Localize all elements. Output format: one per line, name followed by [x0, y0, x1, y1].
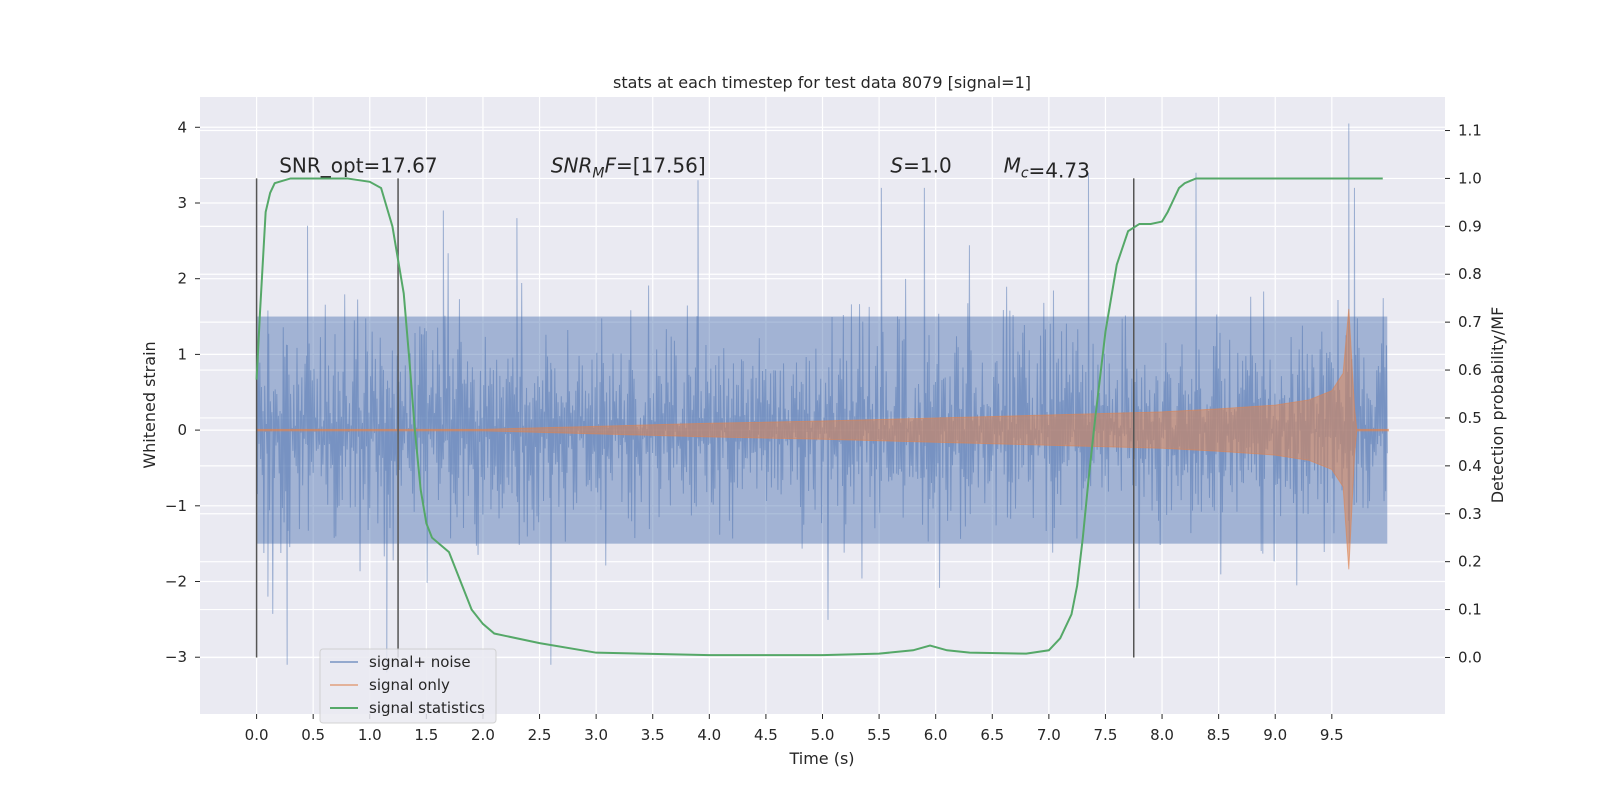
- y-axis-ticks: 4 3 2 1 0 −1 −2 −3: [165, 118, 200, 666]
- y-right-tick-label: 0.5: [1458, 409, 1482, 427]
- x-tick-label: 4.5: [754, 726, 778, 744]
- x-tick-label: 7.0: [1037, 726, 1061, 744]
- x-tick-label: 1.0: [358, 726, 382, 744]
- legend-label-signal-plus-noise: signal+ noise: [369, 653, 471, 671]
- y-tick-label: −1: [165, 497, 187, 515]
- y-right-tick-label: 1.1: [1458, 122, 1482, 140]
- signal-statistics-line: [255, 177, 1383, 657]
- annotation-text: S=1.0: [890, 153, 951, 177]
- x-axis-ticks: 0.0 0.5 1.0 1.5 2.0 2.5 3.0 3.5 4.0 4.5 5.0 5.5 6.0 6…: [245, 714, 1344, 744]
- x-tick-label: 5.5: [867, 726, 891, 744]
- x-tick-label: 4.0: [697, 726, 721, 744]
- annotations: SNR_opt=17.67 SNRMF=[17.56] S=1.0 Mc=4.73: [279, 153, 1090, 182]
- x-tick-label: 5.0: [811, 726, 835, 744]
- x-tick-label: 3.0: [584, 726, 608, 744]
- y-tick-label: 1: [177, 345, 187, 363]
- x-tick-label: 6.0: [924, 726, 948, 744]
- y-right-tick-label: 0.3: [1458, 505, 1482, 523]
- annotation-text: SNR_opt=17.67: [279, 153, 437, 177]
- y-tick-label: 2: [177, 270, 187, 288]
- legend-label-signal-only: signal only: [369, 676, 450, 694]
- y-tick-label: 3: [177, 194, 187, 212]
- y-tick-label: 0: [177, 421, 187, 439]
- y-right-tick-label: 1.0: [1458, 169, 1482, 187]
- y-right-tick-label: 0.8: [1458, 265, 1482, 283]
- y-tick-label: −2: [165, 573, 187, 591]
- y-right-tick-label: 0.4: [1458, 457, 1482, 475]
- x-tick-label: 1.5: [414, 726, 438, 744]
- x-tick-label: 8.5: [1207, 726, 1231, 744]
- y-right-axis-ticks: 1.1 1.0 0.9 0.8 0.7 0.6 0.5 0.4 0.3 0.2 0.1 0.0: [1445, 122, 1482, 666]
- y-tick-label: −3: [165, 648, 187, 666]
- chart-title: stats at each timestep for test data 807…: [613, 73, 1031, 92]
- legend-box: [319, 648, 497, 724]
- y-right-tick-label: 0.0: [1458, 648, 1482, 666]
- y-right-tick-label: 0.6: [1458, 361, 1482, 379]
- y-right-tick-label: 0.2: [1458, 553, 1482, 571]
- y-right-tick-label: 0.9: [1458, 217, 1482, 235]
- x-tick-label: 3.5: [641, 726, 665, 744]
- x-tick-label: 9.5: [1320, 726, 1344, 744]
- x-tick-label: 0.5: [301, 726, 325, 744]
- x-tick-label: 0.0: [245, 726, 269, 744]
- annotation-text: Mc=4.73: [1004, 153, 1090, 182]
- y-tick-label: 4: [177, 118, 187, 136]
- series-signal-statistics: [255, 177, 1383, 657]
- legend-label-signal-statistics: signal statistics: [369, 699, 485, 717]
- series-signal-only: [256, 308, 1389, 570]
- x-tick-label: 8.0: [1150, 726, 1174, 744]
- annotation-text: SNRMF=[17.56]: [551, 153, 706, 181]
- x-tick-label: 2.5: [528, 726, 552, 744]
- y-right-axis-label: Detection probability/MF: [1488, 307, 1507, 504]
- x-axis-label: Time (s): [788, 749, 854, 768]
- x-tick-label: 6.5: [980, 726, 1004, 744]
- x-tick-label: 9.0: [1263, 726, 1287, 744]
- x-tick-label: 2.0: [471, 726, 495, 744]
- y-axis-label: Whitened strain: [140, 341, 159, 468]
- x-tick-label: 7.5: [1094, 726, 1118, 744]
- signal-only-area: [256, 308, 1389, 570]
- legend: signal+ noise signal only signal statist…: [319, 648, 497, 724]
- y-right-tick-label: 0.1: [1458, 601, 1482, 619]
- y-right-tick-label: 0.7: [1458, 313, 1482, 331]
